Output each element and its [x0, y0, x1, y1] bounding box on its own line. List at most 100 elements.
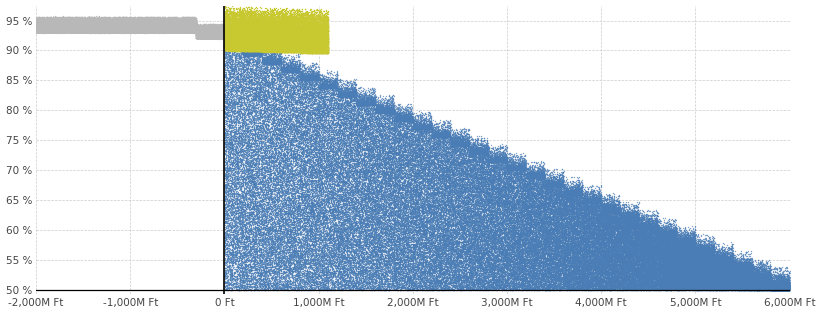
Point: [150, 26, 163, 31]
Point: [102, 26, 115, 31]
Point: [283, 44, 296, 49]
Point: [95, 15, 108, 20]
Point: [127, 25, 140, 30]
Point: [629, 216, 642, 221]
Point: [280, 85, 293, 90]
Point: [618, 269, 631, 274]
Point: [30, 27, 43, 32]
Point: [544, 176, 557, 181]
Point: [191, 35, 204, 40]
Point: [357, 218, 370, 223]
Point: [523, 275, 536, 280]
Point: [245, 51, 259, 56]
Point: [605, 270, 618, 275]
Point: [736, 275, 750, 280]
Point: [163, 20, 177, 25]
Point: [225, 31, 238, 36]
Point: [698, 287, 711, 292]
Point: [87, 22, 100, 27]
Point: [213, 29, 227, 34]
Point: [439, 211, 452, 216]
Point: [708, 262, 721, 267]
Point: [407, 125, 420, 130]
Point: [368, 236, 381, 241]
Point: [502, 263, 516, 268]
Point: [622, 270, 635, 275]
Point: [395, 118, 408, 123]
Point: [492, 149, 505, 154]
Point: [370, 177, 383, 182]
Point: [383, 261, 397, 266]
Point: [163, 21, 176, 26]
Point: [564, 244, 577, 249]
Point: [667, 285, 681, 290]
Point: [280, 123, 293, 128]
Point: [466, 265, 479, 270]
Point: [252, 51, 265, 56]
Point: [273, 36, 286, 41]
Point: [635, 219, 648, 225]
Point: [211, 25, 224, 30]
Point: [625, 278, 638, 283]
Point: [460, 239, 473, 244]
Point: [345, 245, 358, 250]
Point: [361, 205, 374, 210]
Point: [768, 283, 782, 288]
Point: [461, 136, 474, 141]
Point: [69, 28, 82, 33]
Point: [507, 201, 521, 206]
Point: [657, 252, 670, 257]
Point: [557, 224, 570, 229]
Point: [285, 48, 298, 53]
Point: [240, 29, 253, 34]
Point: [709, 270, 722, 275]
Point: [274, 42, 287, 47]
Point: [146, 29, 159, 34]
Point: [94, 28, 108, 33]
Point: [556, 206, 569, 211]
Point: [623, 253, 636, 258]
Point: [139, 15, 152, 20]
Point: [231, 87, 244, 92]
Point: [526, 203, 539, 208]
Point: [302, 233, 315, 238]
Point: [234, 263, 247, 268]
Point: [723, 265, 736, 270]
Point: [227, 255, 240, 260]
Point: [57, 22, 70, 27]
Point: [762, 282, 775, 287]
Point: [52, 28, 65, 33]
Point: [666, 286, 679, 291]
Point: [502, 247, 515, 252]
Point: [77, 21, 90, 26]
Point: [516, 280, 529, 285]
Point: [778, 287, 791, 292]
Point: [291, 22, 305, 27]
Point: [649, 287, 662, 292]
Point: [278, 40, 291, 45]
Point: [777, 284, 790, 289]
Point: [498, 200, 511, 205]
Point: [233, 97, 246, 102]
Point: [720, 268, 733, 273]
Point: [709, 270, 722, 275]
Point: [583, 212, 596, 217]
Point: [272, 268, 285, 273]
Point: [629, 263, 642, 268]
Point: [290, 85, 303, 90]
Point: [289, 47, 302, 52]
Point: [441, 267, 454, 272]
Point: [308, 75, 321, 80]
Point: [224, 188, 237, 193]
Point: [774, 283, 787, 288]
Point: [137, 24, 150, 29]
Point: [624, 271, 637, 276]
Point: [305, 180, 318, 185]
Point: [402, 184, 415, 189]
Point: [199, 26, 212, 31]
Point: [580, 268, 593, 273]
Point: [305, 245, 319, 250]
Point: [519, 221, 532, 226]
Point: [392, 210, 405, 215]
Point: [762, 272, 775, 277]
